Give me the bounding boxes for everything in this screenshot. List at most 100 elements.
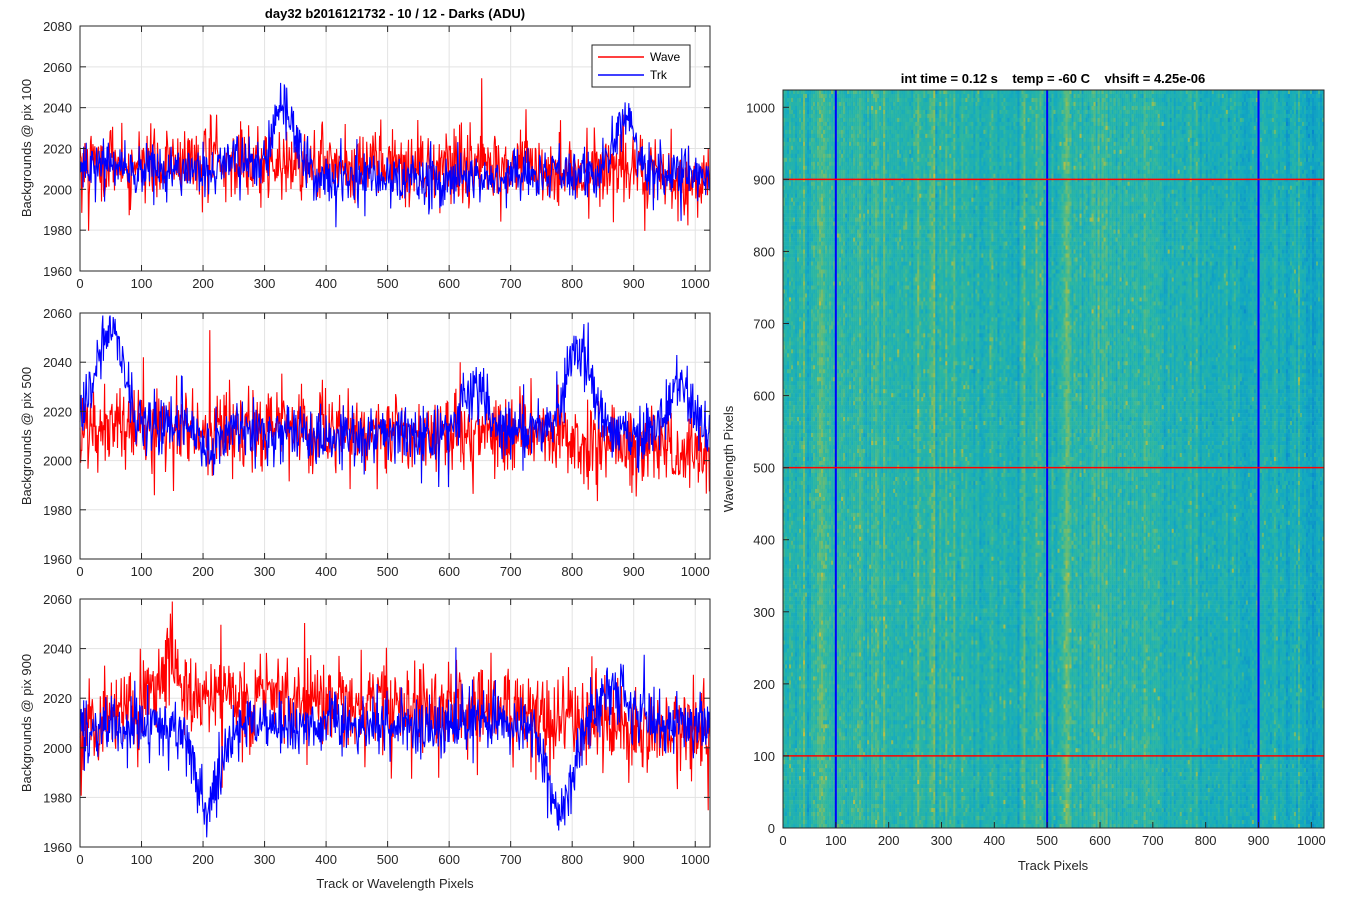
heatmap-cell [785, 218, 787, 222]
heatmap-cell [793, 162, 795, 166]
heatmap-cell [793, 732, 795, 736]
heatmap-cell [789, 792, 791, 796]
heatmap-cell [791, 561, 793, 565]
heatmap-cell [805, 142, 807, 146]
heatmap-cell [793, 385, 795, 389]
heatmap-cell [801, 222, 803, 226]
heatmap-cell [801, 804, 803, 808]
heatmap-cell [801, 760, 803, 764]
heatmap-cell [791, 728, 793, 732]
heatmap-cell [785, 493, 787, 497]
heatmap-cell [803, 377, 805, 381]
heatmap-cell [787, 581, 789, 585]
heatmap-cell [797, 633, 799, 637]
heatmap-cell [791, 489, 793, 493]
heatmap-cell [785, 625, 787, 629]
heatmap-cell [787, 469, 789, 473]
heatmap-cell [787, 485, 789, 489]
heatmap-cell [791, 405, 793, 409]
heatmap-cell [797, 561, 799, 565]
heatmap-cell [797, 756, 799, 760]
heatmap-cell [787, 154, 789, 158]
heatmap-cell [795, 250, 797, 254]
heatmap-cell [789, 513, 791, 517]
heatmap-cell [791, 146, 793, 150]
heatmap-cell [803, 309, 805, 313]
heatmap-cell [793, 812, 795, 816]
x-tick-label: 600 [438, 852, 460, 867]
heatmap-cell [799, 437, 801, 441]
heatmap-cell [795, 808, 797, 812]
heatmap-cell [793, 469, 795, 473]
heatmap-cell [785, 102, 787, 106]
heatmap-cell [795, 230, 797, 234]
heatmap-cell [795, 772, 797, 776]
heatmap-cell [803, 529, 805, 533]
heatmap-cell [797, 473, 799, 477]
heatmap-cell [795, 565, 797, 569]
heatmap-cell [803, 449, 805, 453]
heatmap-cell [787, 449, 789, 453]
heatmap-cell [789, 110, 791, 114]
heatmap-cell [797, 760, 799, 764]
heatmap-cell [789, 90, 791, 94]
heatmap-cell [785, 780, 787, 784]
heatmap-cell [795, 329, 797, 333]
heatmap-cell [787, 293, 789, 297]
heatmap-cell [791, 704, 793, 708]
heatmap-cell [801, 489, 803, 493]
heatmap-cell [787, 501, 789, 505]
heatmap-cell [789, 521, 791, 525]
heatmap-cell [803, 668, 805, 672]
heatmap-cell [785, 708, 787, 712]
heatmap-cell [789, 457, 791, 461]
heatmap-cell [797, 174, 799, 178]
heatmap-cell [791, 313, 793, 317]
heatmap-cell [797, 154, 799, 158]
heatmap-cell [801, 680, 803, 684]
heatmap-cell [793, 513, 795, 517]
heatmap-cell [795, 174, 797, 178]
heatmap-cell [799, 429, 801, 433]
heatmap-cell [799, 122, 801, 126]
heatmap-cell [791, 417, 793, 421]
heatmap-cell [795, 525, 797, 529]
heatmap-cell [791, 645, 793, 649]
heatmap-cell [793, 90, 795, 94]
heatmap-cell [791, 270, 793, 274]
heatmap-cell [791, 513, 793, 517]
heatmap-cell [793, 389, 795, 393]
heatmap-cell [799, 401, 801, 405]
heatmap-cell [803, 365, 805, 369]
heatmap-cell [789, 601, 791, 605]
heatmap-cell [787, 672, 789, 676]
heatmap-cell [795, 489, 797, 493]
heatmap-cell [795, 684, 797, 688]
heatmap-cell [793, 792, 795, 796]
heatmap-cell [787, 700, 789, 704]
heatmap-cell [801, 393, 803, 397]
heatmap-cell [799, 633, 801, 637]
heatmap-cell [791, 297, 793, 301]
heatmap-cell [789, 441, 791, 445]
heatmap-cell [799, 788, 801, 792]
heatmap-cell [789, 202, 791, 206]
heatmap-cell [793, 692, 795, 696]
heatmap-cell [797, 182, 799, 186]
heatmap-cell [787, 708, 789, 712]
heatmap-cell [785, 629, 787, 633]
heatmap-cell [789, 285, 791, 289]
y-tick-label: 2020 [43, 142, 72, 157]
heatmap-cell [797, 497, 799, 501]
heatmap-cell [801, 329, 803, 333]
heatmap-cell [803, 796, 805, 800]
heatmap-cell [789, 130, 791, 134]
heatmap-cell [787, 776, 789, 780]
heatmap-cell [789, 182, 791, 186]
heatmap-cell [785, 345, 787, 349]
heatmap-cell [801, 740, 803, 744]
heatmap-cell [801, 589, 803, 593]
heatmap-cell [793, 242, 795, 246]
heatmap-cell [787, 341, 789, 345]
heatmap-cell [785, 557, 787, 561]
